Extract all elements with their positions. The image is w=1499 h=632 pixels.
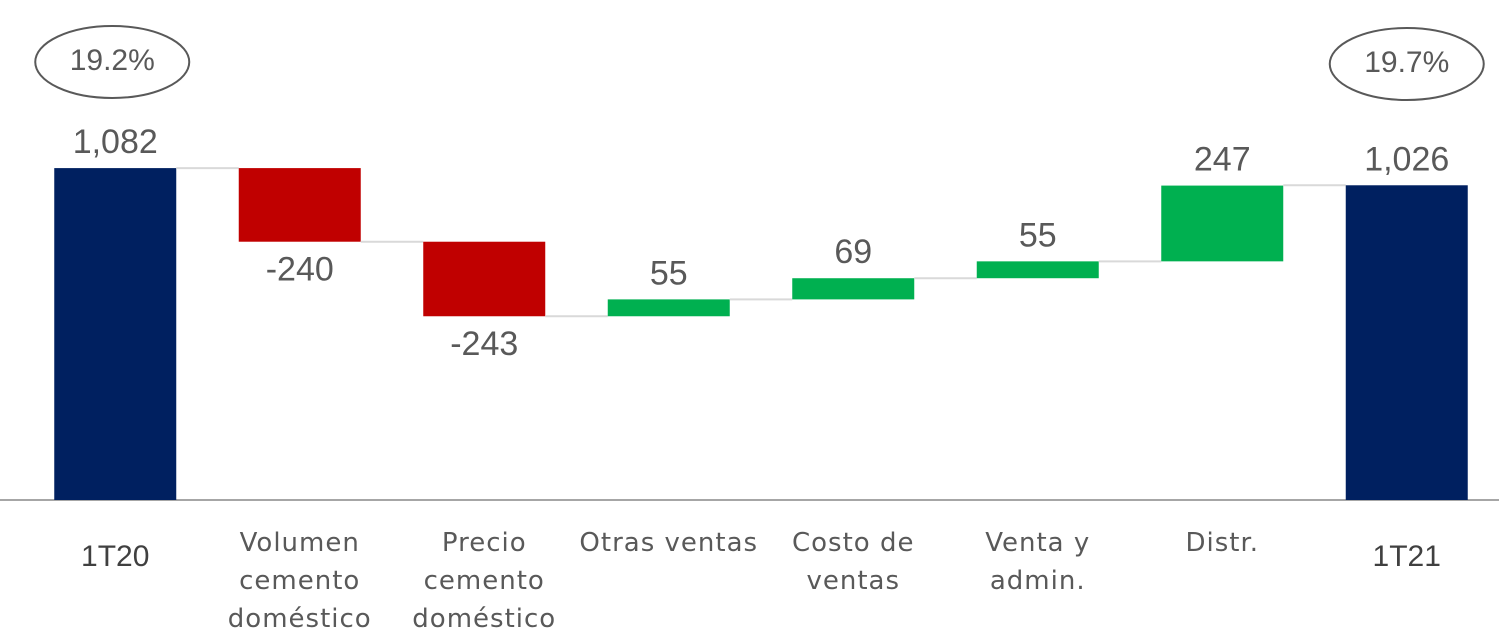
bar: [54, 168, 177, 501]
x-tick-label-box: Otras ventas: [579, 528, 759, 558]
value-label: -243: [450, 325, 518, 363]
x-tick-label-box: Volumen cemento doméstico: [227, 528, 372, 632]
x-tick-label: Volumen cemento doméstico: [227, 528, 372, 632]
x-tick-label: 1T21: [1372, 540, 1441, 573]
bar: [1345, 185, 1468, 501]
value-label: 1,082: [73, 123, 158, 161]
annotation-ellipse: [1328, 27, 1485, 101]
x-tick-label: Otras ventas: [579, 528, 759, 558]
value-label: 69: [834, 233, 872, 271]
bar: [607, 299, 730, 317]
x-tick-label: Precio cemento doméstico: [412, 528, 557, 632]
annotation: 19.2%: [70, 44, 155, 77]
value-label: -240: [266, 251, 334, 289]
bar: [423, 241, 546, 317]
x-tick-label-box: Costo de ventas: [792, 528, 915, 596]
x-tick-label-box: Venta y admin.: [985, 528, 1091, 596]
annotation: 19.7%: [1364, 46, 1449, 79]
x-tick-label-box: 1T20: [81, 540, 150, 573]
bar: [1161, 185, 1284, 262]
bar: [238, 168, 361, 242]
x-tick-label: Costo de ventas: [792, 528, 915, 596]
annotation-ellipse: [34, 25, 191, 99]
value-label: 247: [1194, 141, 1251, 179]
x-tick-label: 1T20: [81, 540, 150, 573]
x-tick-label: Distr.: [1185, 528, 1260, 558]
value-label: 55: [650, 254, 688, 292]
value-label: 55: [1019, 216, 1057, 254]
x-tick-label-box: 1T21: [1372, 540, 1441, 573]
value-label: 1,026: [1364, 140, 1449, 178]
x-tick-label-box: Precio cemento doméstico: [412, 528, 557, 632]
bar: [976, 261, 1099, 279]
x-tick-label-box: Distr.: [1185, 528, 1260, 558]
x-tick-label: Venta y admin.: [985, 528, 1091, 596]
bar: [792, 278, 915, 300]
